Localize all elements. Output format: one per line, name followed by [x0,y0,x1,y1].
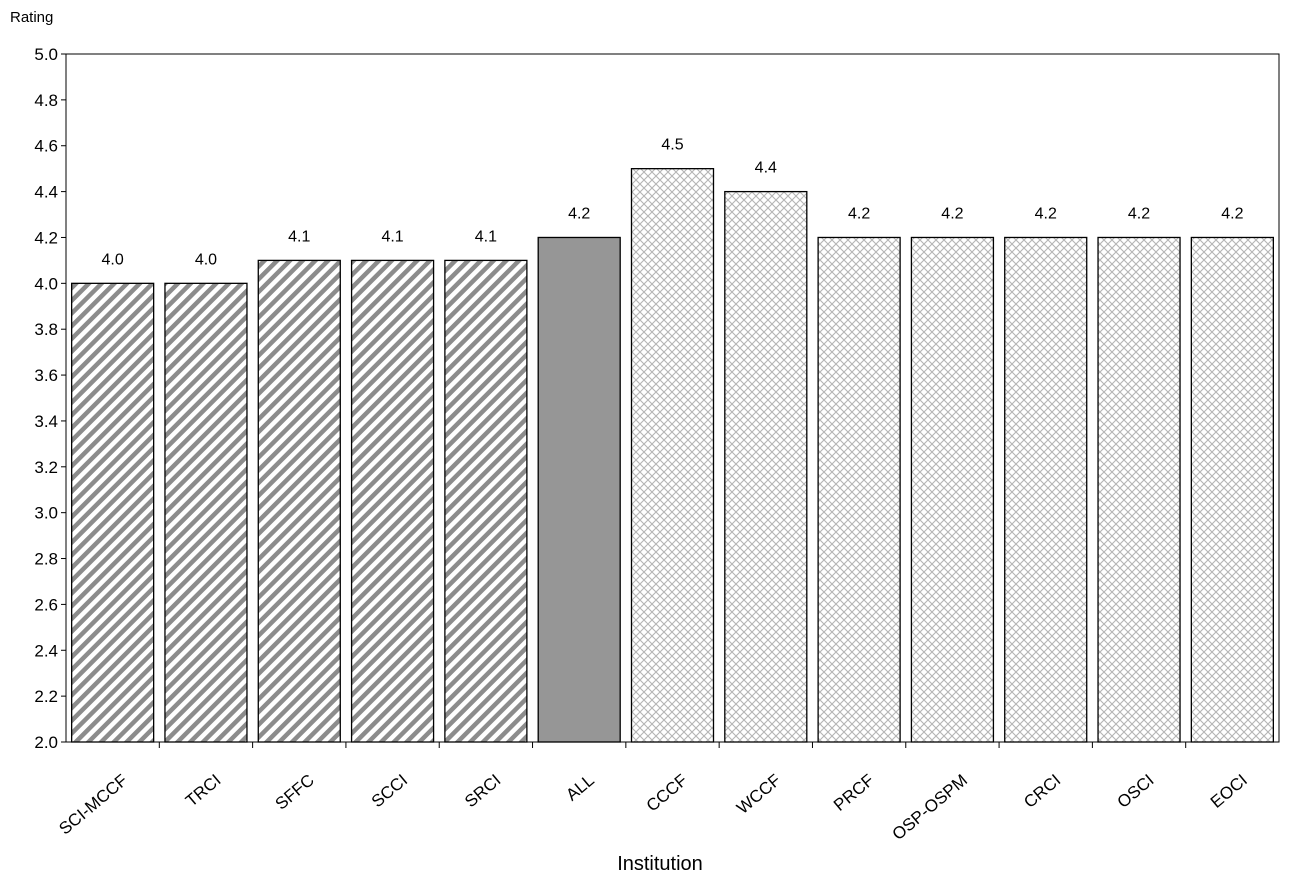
data-label: 4.1 [475,228,497,245]
bar-prcf [817,236,901,743]
data-label: 4.0 [102,251,124,268]
y-tick-label: 4.8 [34,91,58,110]
plot-area: 2.0 2.2 2.4 2.6 2.8 3.0 3.2 3.4 3.6 3.8 4.0 4.2 4.4 4… [34,45,1280,844]
data-label: 4.0 [195,251,217,268]
x-tick-label: SFFC [272,771,318,814]
data-label: 4.2 [568,205,590,222]
y-tick-label: 2.0 [34,733,58,752]
y-tick-label: 3.6 [34,366,58,385]
data-label: 4.2 [941,205,963,222]
bar-crci [1004,236,1088,743]
y-tick-label: 2.2 [34,687,58,706]
bar-trci [164,282,248,743]
y-tick-label: 2.8 [34,550,58,569]
data-label: 4.1 [381,228,403,245]
x-tick-label: SCCI [368,771,411,812]
data-label: 4.5 [661,137,683,154]
bar-sffc [257,259,341,743]
y-tick-label: 4.0 [34,274,58,293]
bar-wccf [724,190,808,743]
y-tick-label: 3.2 [34,458,58,477]
x-tick-label: WCCF [733,771,784,818]
x-tick-label: ALL [562,771,597,805]
y-tick-label: 4.2 [34,228,58,247]
y-tick-label: 4.4 [34,183,58,202]
bar-eoci [1190,236,1274,743]
x-axis-title: Institution [617,853,703,875]
y-tick-label: 2.6 [34,595,58,614]
x-tick-label: EOCI [1207,771,1251,812]
x-tick-label: CRCI [1020,771,1064,812]
bar-srci [444,259,528,743]
data-label: 4.1 [288,228,310,245]
x-tick-label: CCCF [643,771,691,816]
bar-osci [1097,236,1181,743]
bar-osp-ospm [910,236,995,743]
bar-scci [350,259,435,743]
data-label: 4.2 [848,205,870,222]
y-tick-label: 2.4 [34,641,58,660]
data-label: 4.2 [1128,205,1150,222]
data-label: 4.2 [1035,205,1057,222]
y-tick-label: 3.4 [34,412,58,431]
x-tick-label: TRCI [182,771,225,811]
bar-cccf [630,168,715,743]
y-tick-label: 4.6 [34,137,58,156]
x-tick-label: SCI-MCCF [55,771,131,839]
y-tick-label: 3.0 [34,504,58,523]
x-tick-label: OSCI [1114,771,1158,812]
x-tick-label: PRCF [830,771,878,815]
bar-all [537,236,621,743]
y-tick-label: 5.0 [34,45,58,64]
y-tick-label: 3.8 [34,320,58,339]
data-label: 4.4 [755,160,777,177]
x-tick-label: SRCI [461,771,504,812]
data-label: 4.2 [1221,205,1243,222]
x-tick-label: OSP-OSPM [889,771,971,844]
bar-sci-mccf [71,282,155,743]
y-axis-title: Rating [10,9,53,26]
